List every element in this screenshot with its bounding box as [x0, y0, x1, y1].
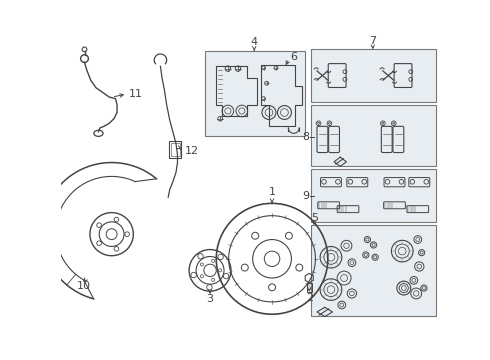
- Text: 10: 10: [77, 281, 91, 291]
- Text: 7: 7: [369, 36, 376, 46]
- Text: 3: 3: [207, 294, 214, 304]
- Text: 4: 4: [251, 37, 258, 47]
- FancyBboxPatch shape: [311, 225, 437, 316]
- FancyBboxPatch shape: [205, 51, 305, 136]
- Text: 9: 9: [302, 191, 309, 201]
- FancyBboxPatch shape: [311, 105, 437, 166]
- Text: 11: 11: [129, 89, 143, 99]
- Text: 6: 6: [290, 52, 297, 62]
- Text: 8: 8: [302, 132, 309, 142]
- Text: 1: 1: [269, 187, 275, 197]
- FancyBboxPatch shape: [311, 49, 437, 102]
- Text: 5: 5: [311, 213, 318, 223]
- Text: 2: 2: [306, 293, 313, 303]
- FancyBboxPatch shape: [311, 170, 437, 222]
- Text: 12: 12: [185, 146, 199, 156]
